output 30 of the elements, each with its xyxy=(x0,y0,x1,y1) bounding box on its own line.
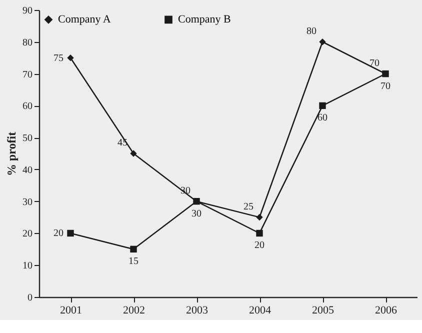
y-tick-label: 0 xyxy=(28,292,32,304)
x-tick-label: 2004 xyxy=(249,304,272,316)
data-label: 70 xyxy=(380,80,390,92)
x-tick-label: 2005 xyxy=(312,304,334,316)
y-tick-label: 10 xyxy=(22,260,32,272)
y-tick-label: 50 xyxy=(22,133,32,144)
data-label: 75 xyxy=(54,52,64,64)
data-label: 70 xyxy=(370,58,380,69)
y-tick-label: 40 xyxy=(22,164,32,176)
data-label: 25 xyxy=(244,201,254,212)
x-tick-label: 2002 xyxy=(123,304,145,316)
data-label: 20 xyxy=(54,228,64,240)
data-label: 60 xyxy=(318,112,328,124)
legend-label: Company A xyxy=(58,14,111,26)
legend-label: Company B xyxy=(178,14,231,26)
x-tick-label: 2001 xyxy=(60,304,82,316)
y-tick-label: 30 xyxy=(22,196,32,208)
y-tick-label: 20 xyxy=(22,228,32,240)
data-label: 20 xyxy=(254,240,264,252)
y-axis-title: % profit xyxy=(4,132,18,176)
data-label: 30 xyxy=(192,208,202,220)
data-label: 80 xyxy=(306,26,316,37)
y-tick-label: 90 xyxy=(22,6,32,16)
x-tick-label: 2003 xyxy=(186,304,208,316)
y-tick-label: 60 xyxy=(22,101,32,112)
data-label: 15 xyxy=(128,256,138,268)
y-tick-label: 70 xyxy=(22,69,32,80)
y-tick-label: 80 xyxy=(22,37,32,48)
x-tick-label: 2006 xyxy=(375,304,398,316)
data-label: 45 xyxy=(118,138,128,148)
